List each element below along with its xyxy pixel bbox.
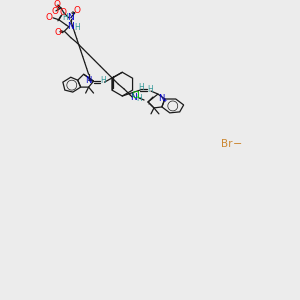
Text: N: N (158, 94, 164, 103)
Text: H: H (100, 76, 106, 85)
Text: H: H (74, 23, 80, 32)
Text: O: O (73, 6, 80, 15)
Text: N: N (68, 22, 74, 31)
Text: H: H (136, 94, 142, 103)
Text: O: O (46, 13, 52, 22)
Text: +: + (163, 98, 167, 104)
Text: N: N (68, 13, 74, 22)
Text: O: O (54, 28, 61, 37)
Text: N: N (130, 92, 136, 101)
Text: −: − (232, 139, 242, 148)
Text: N: N (85, 76, 92, 85)
Text: O: O (59, 8, 66, 17)
Text: O: O (51, 8, 58, 16)
Text: H: H (138, 82, 144, 91)
Text: O: O (53, 0, 60, 9)
Text: Br: Br (221, 139, 233, 148)
Text: H: H (62, 13, 68, 22)
Text: Cl: Cl (132, 91, 141, 100)
Text: ·: · (147, 102, 149, 107)
Text: H: H (147, 85, 153, 94)
